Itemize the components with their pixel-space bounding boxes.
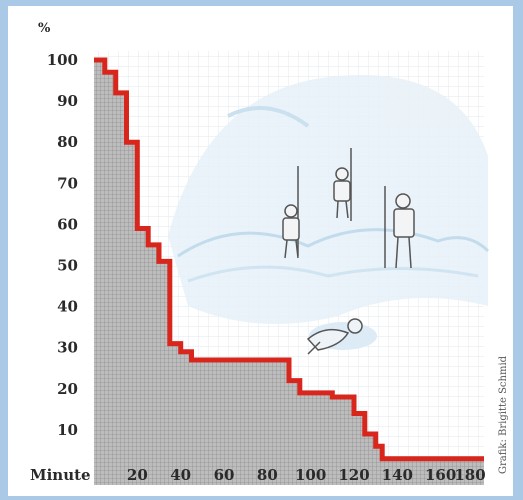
mountain-illustration — [168, 75, 490, 324]
y-tick-label: 90 — [57, 92, 78, 110]
x-tick-label: 120 — [338, 466, 369, 484]
credit-text: Grafik: Brigitte Schmid — [498, 355, 509, 474]
y-tick-label: 100 — [47, 51, 78, 69]
buried-person-figure — [306, 318, 377, 355]
y-tick-label: 60 — [57, 215, 78, 233]
x-axis-label: Minute — [30, 466, 91, 484]
y-tick-label: 50 — [57, 257, 78, 275]
x-tick-label: 180 — [454, 466, 485, 484]
y-tick-label: 80 — [57, 133, 78, 151]
y-axis-unit-label: % — [38, 21, 51, 36]
survival-step-line — [94, 57, 484, 462]
y-tick-label: 10 — [57, 421, 78, 439]
x-tick-label: 100 — [295, 466, 326, 484]
x-tick-label: 60 — [214, 466, 235, 484]
x-tick-label: 40 — [170, 466, 191, 484]
x-tick-label: 80 — [257, 466, 278, 484]
x-tick-label: 20 — [127, 466, 148, 484]
survival-area-fill — [94, 60, 484, 485]
climber-figure-left — [282, 166, 300, 259]
x-tick-label: 160 — [425, 466, 456, 484]
x-tick-label: 140 — [382, 466, 413, 484]
climber-figure-right — [384, 186, 415, 269]
y-tick-label: 40 — [57, 298, 78, 316]
y-axis-ticks: 10 20 30 40 50 60 70 80 90 100 — [47, 51, 78, 439]
y-tick-label: 70 — [57, 174, 78, 192]
y-tick-label: 30 — [57, 339, 78, 357]
climber-figure-middle — [333, 148, 352, 221]
y-tick-label: 20 — [57, 380, 78, 398]
chart-frame: % Minute 10 20 30 40 50 60 70 80 90 100 20 40 60 80 1… — [8, 6, 513, 496]
